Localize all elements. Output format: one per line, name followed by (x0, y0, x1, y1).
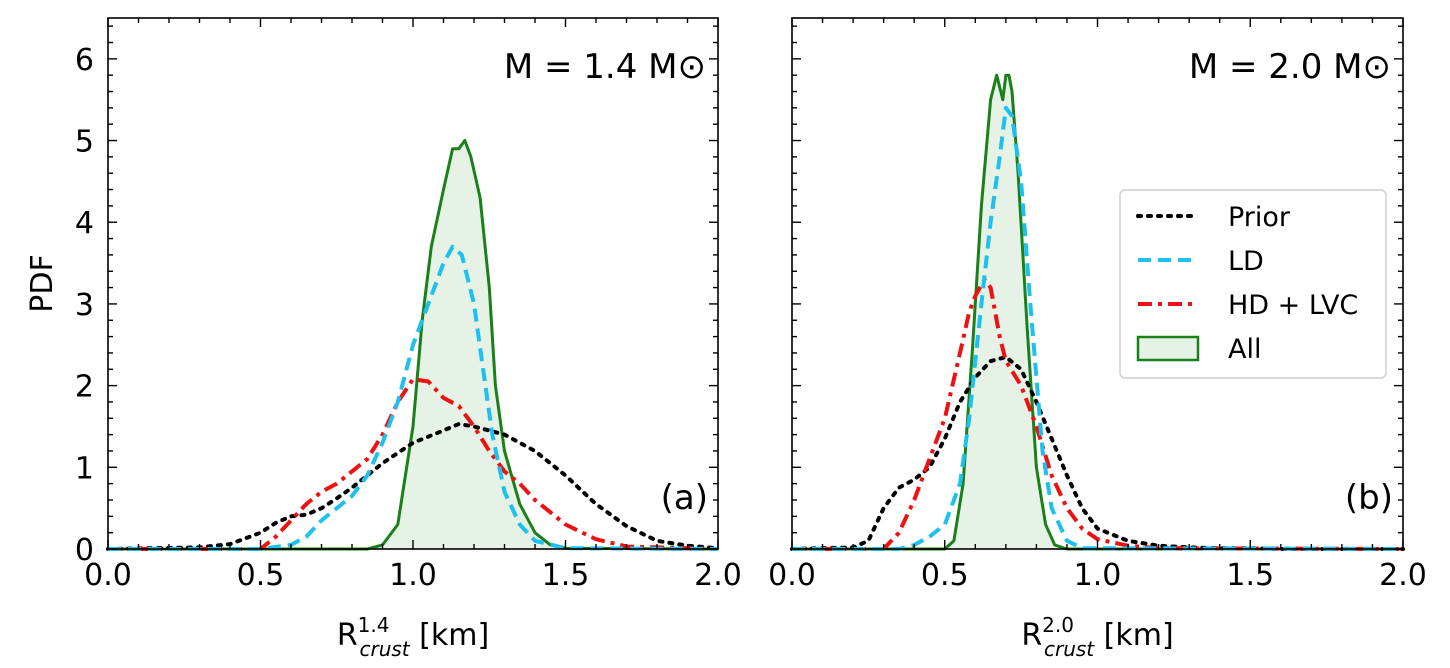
x-tick-label: 0.0 (768, 558, 816, 593)
y-tick-label: 2 (75, 370, 94, 405)
y-tick-label: 3 (75, 288, 94, 323)
legend-label-ld: LD (1228, 246, 1264, 277)
series-prior-line (790, 355, 1405, 551)
series-ld-line (108, 244, 719, 551)
y-tick-label: 4 (75, 206, 94, 241)
legend-label-hd-lvc: HD + LVC (1228, 290, 1358, 321)
series-all-line (108, 139, 719, 551)
legend-label-all: All (1228, 334, 1261, 365)
x-tick-label: 1.0 (389, 558, 437, 593)
x-tick-label: 0.5 (237, 558, 285, 593)
legend: Prior LD HD + LVC All (1119, 189, 1387, 379)
y-axis-label: PDF (25, 254, 60, 312)
panel-label: (a) (661, 478, 708, 518)
mass-annotation: M = 2.0 M⊙ (1189, 47, 1391, 87)
x-tick-label: 0.0 (84, 558, 132, 593)
legend-frame (1119, 189, 1387, 379)
y-tick-label: 6 (75, 43, 94, 78)
x-tick-label: 1.5 (1226, 558, 1274, 593)
series-all-line (792, 73, 1403, 551)
x-axis-label: R2.0 crust [km] (1021, 613, 1173, 661)
x-tick-label: 1.0 (1074, 558, 1122, 593)
x-tick-label: 0.5 (921, 558, 969, 593)
mass-annotation: M = 1.4 M⊙ (504, 47, 706, 87)
series-prior-line (106, 422, 720, 551)
panel-label: (b) (1345, 478, 1393, 518)
x-tick-label: 2.0 (694, 558, 742, 593)
x-tick-label: 1.5 (542, 558, 590, 593)
y-tick-label: 1 (75, 451, 94, 486)
legend-label-prior: Prior (1228, 202, 1291, 233)
x-tick-label: 2.0 (1379, 558, 1427, 593)
series-ld-line (792, 105, 1404, 551)
panel-b: 0.0 0.5 1.0 1.5 2.0 R2.0 crust [km] M = 2.0 M⊙ (… (768, 17, 1427, 661)
series-hd-lvc-line (792, 277, 1404, 551)
legend-swatch-all (1136, 335, 1200, 362)
y-tick-label: 5 (75, 125, 94, 160)
panel-a: 0.0 0.5 1.0 1.5 2.0 0 1 2 3 4 5 6 R1.4 crust [km] PDF M… (25, 17, 742, 661)
x-axis-label: R1.4 crust [km] (337, 613, 489, 661)
series-hd-lvc-line (108, 377, 719, 551)
y-tick-label: 0 (75, 533, 94, 568)
series-all-fill (108, 140, 718, 549)
